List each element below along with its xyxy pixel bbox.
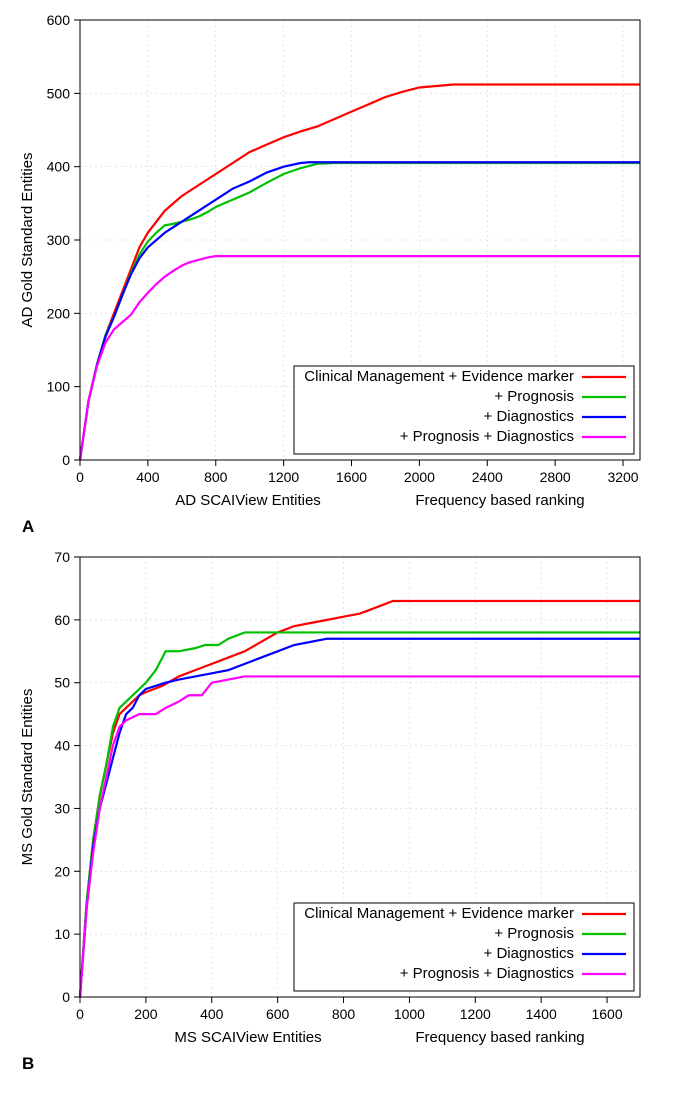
x-tick-label: 0 [76,1006,84,1022]
chart-svg: 0 200 400 600 800 1000 1200 1400 1600 0 10 20 30 40 50… [10,547,660,1052]
y-axis-label: MS Gold Standard Entities [19,689,36,866]
x-tick-label: 2400 [472,469,503,485]
y-tick-label: 300 [47,232,71,248]
y-tick-label: 20 [54,863,70,879]
x-tick-label: 600 [266,1006,290,1022]
chart-svg: 0 400 800 1200 1600 2000 2400 2800 3200 0 100 200 30… [10,10,660,515]
x-tick-label: 3200 [607,469,638,485]
legend-label: + Diagnostics [484,945,574,962]
x-tick-label: 2800 [540,469,571,485]
x-tick-label: 1400 [526,1006,557,1022]
y-tick-label: 50 [54,675,70,691]
legend-label: + Prognosis [494,925,574,942]
y-tick-label: 0 [62,989,70,1005]
x-tick-label: 1200 [460,1006,491,1022]
x-tick-label: 0 [76,469,84,485]
y-tick-label: 30 [54,800,70,816]
x-axis-label-left: AD SCAIView Entities [175,492,321,509]
legend-label: + Diagnostics [484,408,574,425]
legend-label: Clinical Management + Evidence marker [304,905,574,922]
x-tick-label: 800 [204,469,228,485]
x-tick-label: 400 [200,1006,224,1022]
chart-panel: 0 400 800 1200 1600 2000 2400 2800 3200 0 100 200 30… [10,10,675,537]
legend-label: + Prognosis + Diagnostics [400,965,574,982]
y-tick-label: 40 [54,738,70,754]
x-tick-label: 400 [136,469,160,485]
legend-label: Clinical Management + Evidence marker [304,368,574,385]
y-tick-label: 200 [47,305,71,321]
x-tick-label: 200 [134,1006,158,1022]
legend-label: + Prognosis + Diagnostics [400,428,574,445]
y-tick-label: 100 [47,379,71,395]
x-tick-label: 1600 [591,1006,622,1022]
y-tick-label: 600 [47,12,71,28]
panel-label: B [22,1054,675,1074]
x-tick-label: 800 [332,1006,356,1022]
x-tick-label: 1000 [394,1006,425,1022]
y-tick-label: 60 [54,612,70,628]
y-axis-label: AD Gold Standard Entities [19,152,36,327]
x-tick-label: 1600 [336,469,367,485]
panel-label: A [22,517,675,537]
legend-label: + Prognosis [494,388,574,405]
y-tick-label: 10 [54,926,70,942]
y-tick-label: 500 [47,85,71,101]
x-tick-label: 1200 [268,469,299,485]
x-axis-label-right: Frequency based ranking [415,1029,584,1046]
chart-panel: 0 200 400 600 800 1000 1200 1400 1600 0 10 20 30 40 50… [10,547,675,1074]
y-tick-label: 0 [62,452,70,468]
y-tick-label: 400 [47,159,71,175]
x-axis-label-right: Frequency based ranking [415,492,584,509]
y-tick-label: 70 [54,549,70,565]
x-tick-label: 2000 [404,469,435,485]
x-axis-label-left: MS SCAIView Entities [174,1029,321,1046]
